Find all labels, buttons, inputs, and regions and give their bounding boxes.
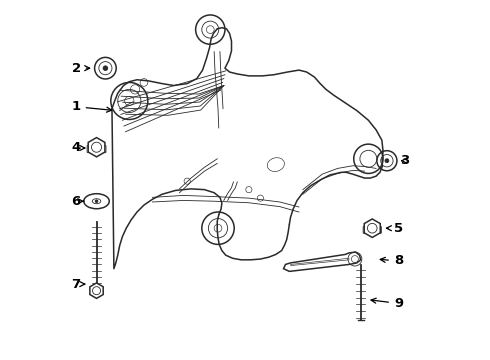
Text: 4: 4 [72, 141, 85, 154]
Circle shape [385, 159, 389, 163]
FancyBboxPatch shape [87, 145, 106, 153]
FancyBboxPatch shape [363, 226, 381, 233]
Polygon shape [90, 283, 103, 298]
Text: 6: 6 [72, 195, 84, 208]
Polygon shape [364, 219, 380, 238]
Text: 5: 5 [387, 222, 403, 235]
Circle shape [103, 66, 108, 71]
Text: 8: 8 [380, 255, 403, 267]
Ellipse shape [84, 194, 109, 209]
Text: 3: 3 [400, 154, 410, 167]
Text: 7: 7 [72, 278, 85, 291]
Text: 1: 1 [72, 100, 112, 113]
Circle shape [95, 200, 98, 203]
Text: 9: 9 [371, 297, 403, 310]
Polygon shape [284, 252, 361, 271]
Text: 2: 2 [72, 62, 90, 75]
Polygon shape [88, 138, 105, 157]
